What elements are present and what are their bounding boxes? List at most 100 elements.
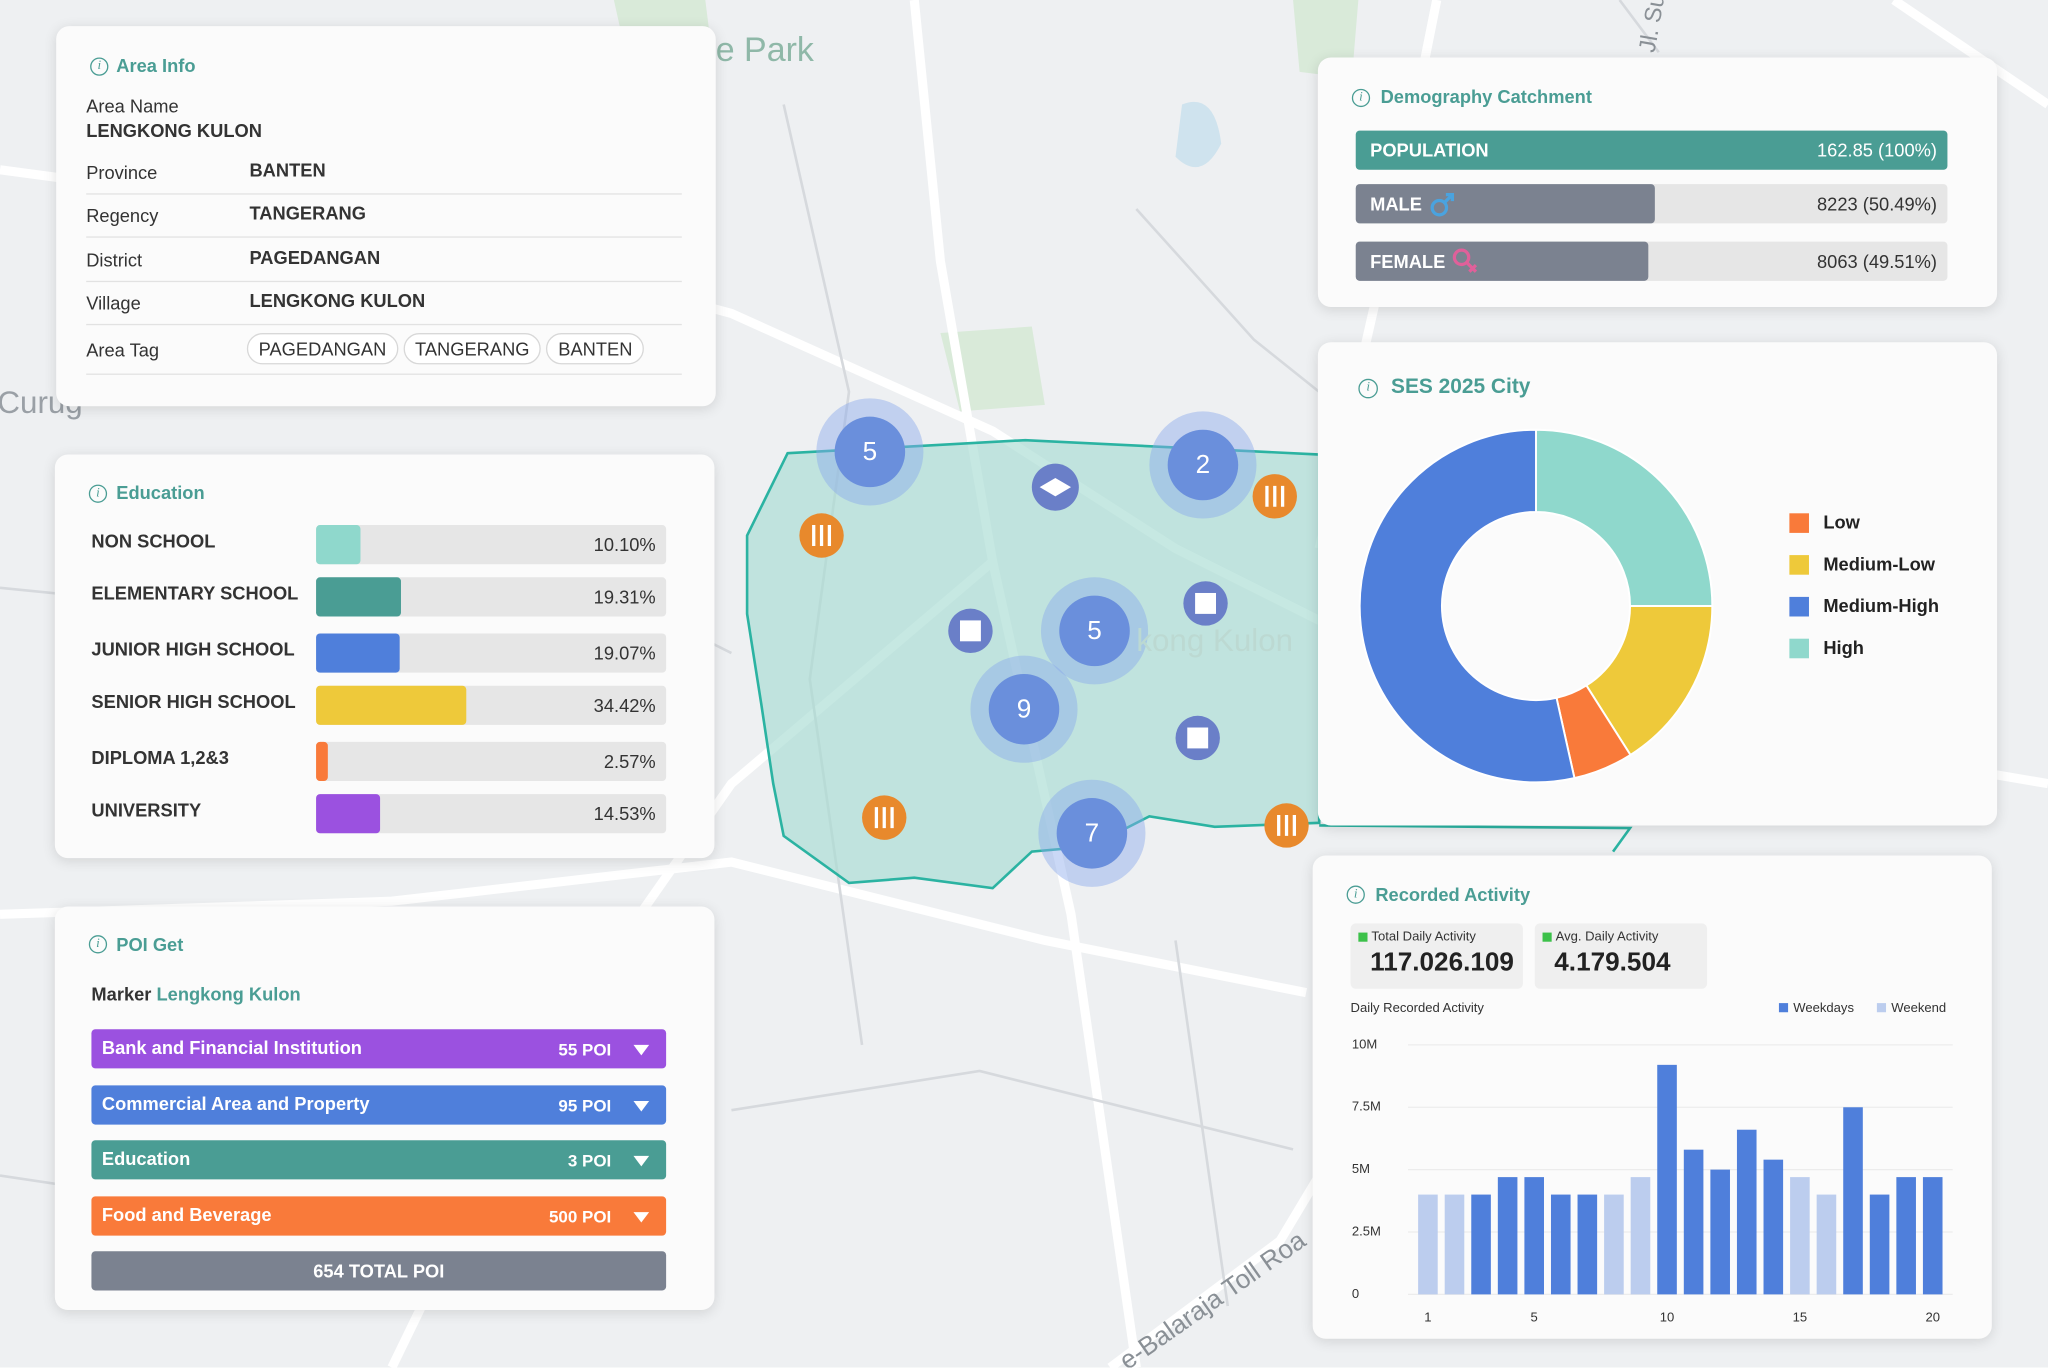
bar xyxy=(1896,1177,1916,1295)
info-icon: i xyxy=(88,484,108,503)
stat-value: 117.026.109 xyxy=(1370,948,1514,977)
legend-swatch xyxy=(1789,638,1809,659)
x-tick-label: 20 xyxy=(1925,1309,1940,1324)
bar xyxy=(1922,1177,1943,1295)
bar xyxy=(1630,1177,1651,1295)
marker-name: Lengkong Kulon xyxy=(156,983,301,1005)
bar xyxy=(1577,1194,1598,1295)
legend-swatch xyxy=(1876,1003,1887,1013)
stat-card: Total Daily Activity 117.026.109 xyxy=(1350,923,1523,989)
bar xyxy=(1869,1194,1890,1295)
marker-label: Marker xyxy=(91,983,152,1005)
panel-title: POI Get xyxy=(116,933,184,955)
bar xyxy=(1497,1177,1518,1295)
bar xyxy=(1355,241,1649,281)
bar-value: 162.85 (100%) xyxy=(1817,139,1937,161)
dropdown-arrow xyxy=(633,1155,650,1167)
bar xyxy=(1471,1194,1491,1295)
bar xyxy=(316,794,380,834)
bar-value: 8063 (49.51%) xyxy=(1817,250,1937,272)
separator xyxy=(86,280,682,282)
poi-category[interactable]: Commercial Area and Property 95 POI xyxy=(91,1084,667,1124)
x-tick-label: 10 xyxy=(1660,1309,1675,1324)
cluster-count: 5 xyxy=(1087,615,1102,645)
panel-title: Recorded Activity xyxy=(1375,884,1531,906)
field-label: Area Name xyxy=(86,95,179,117)
field-value: LENGKONG KULON xyxy=(249,289,426,311)
poi-count: 3 POI xyxy=(567,1150,612,1171)
stat-dot xyxy=(1358,932,1368,942)
map-label: kong Kulon xyxy=(1136,623,1293,658)
y-tick-label: 10M xyxy=(1352,1036,1377,1051)
donut-slice xyxy=(1535,428,1714,608)
category-label: UNIVERSITY xyxy=(91,799,202,821)
separator xyxy=(86,323,682,326)
x-tick-label: 5 xyxy=(1531,1309,1538,1324)
value-label: 14.53% xyxy=(593,803,656,825)
info-icon: i xyxy=(88,935,108,954)
bar xyxy=(1355,130,1948,170)
field-label: District xyxy=(86,248,143,270)
category-label: ELEMENTARY SCHOOL xyxy=(91,582,299,604)
y-tick-label: 2.5M xyxy=(1352,1223,1381,1238)
value-label: 19.07% xyxy=(593,642,656,664)
y-tick-label: 7.5M xyxy=(1352,1099,1381,1114)
cluster xyxy=(1056,798,1128,869)
poi-category[interactable]: Food and Beverage 500 POI xyxy=(91,1195,667,1235)
category-label: DIPLOMA 1,2&3 xyxy=(91,747,229,768)
value-label: 10.10% xyxy=(593,534,656,556)
poi-category[interactable]: Bank and Financial Institution 55 POI xyxy=(91,1029,667,1069)
category-label: JUNIOR HIGH SCHOOL xyxy=(91,638,295,660)
area-name: LENGKONG KULON xyxy=(86,120,262,142)
category-label: NON SCHOOL xyxy=(91,530,216,552)
bar xyxy=(1604,1194,1624,1295)
y-tick-label: 5M xyxy=(1352,1161,1370,1176)
info-icon: i xyxy=(1351,88,1371,108)
stat-label: Total Daily Activity xyxy=(1371,929,1476,945)
stat-card: Avg. Daily Activity 4.179.504 xyxy=(1534,923,1708,989)
bar xyxy=(1683,1149,1704,1295)
bar xyxy=(316,577,401,617)
bar xyxy=(1444,1194,1465,1295)
bar xyxy=(1524,1177,1544,1295)
separator xyxy=(86,193,682,195)
bar-name: FEMALE xyxy=(1370,250,1446,272)
bar-name: MALE xyxy=(1370,193,1422,215)
stat-dot xyxy=(1542,932,1552,942)
poi-count: 95 POI xyxy=(558,1095,612,1115)
cluster-count: 5 xyxy=(863,436,878,466)
info-icon: i xyxy=(90,57,109,76)
field-label: Province xyxy=(86,161,158,183)
dropdown-arrow xyxy=(633,1211,650,1222)
bar xyxy=(316,525,361,565)
field-label: Area Tag xyxy=(86,339,160,361)
bar-track xyxy=(316,525,667,565)
cluster xyxy=(1059,595,1130,667)
cluster-count: 9 xyxy=(1017,693,1032,723)
dropdown-arrow xyxy=(633,1044,650,1056)
cluster xyxy=(1167,429,1239,501)
poi-category[interactable]: Education 3 POI xyxy=(91,1140,667,1180)
bar-track xyxy=(316,794,667,834)
activity-panel: i Recorded Activity Daily Recorded Activ… xyxy=(1312,855,1992,1339)
field-value: BANTEN xyxy=(249,159,326,181)
education-panel: i Education NON SCHOOL 10.10% ELEMENTARY S… xyxy=(54,454,715,859)
bar xyxy=(1355,184,1655,224)
ses-panel: i SES 2025 City Low Medium-Low Medium-High… xyxy=(1317,342,1998,826)
separator xyxy=(86,373,682,375)
bar xyxy=(1763,1159,1784,1295)
legend-label: High xyxy=(1823,637,1864,658)
bar-track: MALE 8223 (50.49%) xyxy=(1355,184,1948,224)
tag-list: PAGEDANGAN TANGERANG BANTEN xyxy=(246,333,645,365)
bar-track: FEMALE 8063 (49.51%) xyxy=(1355,241,1948,281)
donut-slice xyxy=(1585,605,1714,757)
legend-label: Medium-High xyxy=(1823,595,1939,616)
bar xyxy=(316,633,400,673)
donut-slice xyxy=(1358,428,1576,784)
bar xyxy=(316,741,328,782)
building-pin xyxy=(948,463,1228,761)
tag: TANGERANG xyxy=(403,333,542,365)
demography-panel: i Demography Catchment POPULATION 162.85 … xyxy=(1317,57,1998,307)
